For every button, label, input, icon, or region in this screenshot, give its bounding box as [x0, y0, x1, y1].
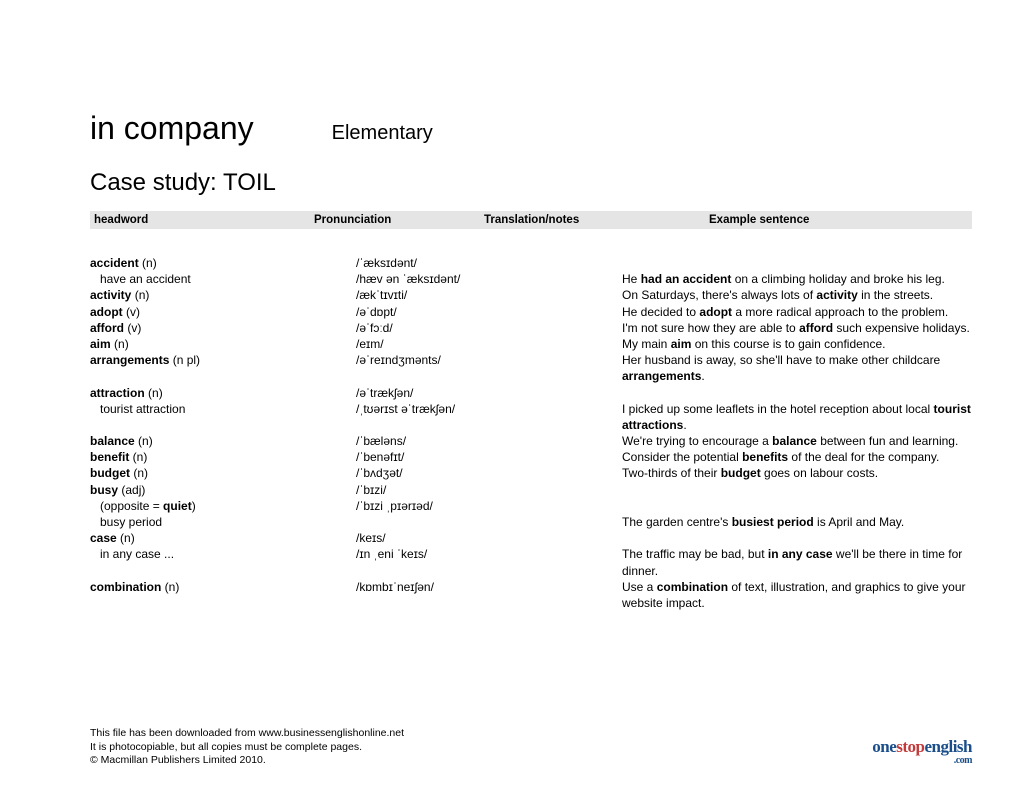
entry-row: arrangements (n pl)/əˈreɪndʒmənts/Her hu… — [90, 352, 972, 384]
headword-cell: afford (v) — [90, 320, 350, 336]
headword-cell: combination (n) — [90, 579, 350, 611]
pronunciation-cell: /kɒmbɪˈneɪʃən/ — [356, 579, 616, 611]
entry-row: accident (n) /ˈæksɪdənt/ — [90, 255, 972, 271]
logo-com: .com — [872, 755, 972, 766]
pronunciation-cell: /ˌtʊərɪst əˈtrækʃən/ — [356, 401, 616, 433]
example-cell — [622, 385, 972, 401]
pronunciation-cell: /hæv ən ˈæksɪdənt/ — [356, 271, 616, 287]
footer: This file has been downloaded from www.b… — [90, 727, 970, 768]
logo-one: one — [872, 737, 896, 756]
headword-cell: balance (n) — [90, 433, 350, 449]
pronunciation-cell: /ækˈtɪvɪti/ — [356, 287, 616, 303]
footer-line-1: This file has been downloaded from www.b… — [90, 727, 970, 741]
example-cell: Two-thirds of their budget goes on labou… — [622, 465, 972, 481]
headword-cell: have an accident — [90, 271, 350, 287]
example-cell: On Saturdays, there's always lots of act… — [622, 287, 972, 303]
example-cell: The garden centre's busiest period is Ap… — [622, 514, 972, 530]
entry-row: busy (adj) /ˈbɪzi/ — [90, 482, 972, 498]
example-cell: He had an accident on a climbing holiday… — [622, 271, 972, 287]
pronunciation-cell: /əˈtrækʃən/ — [356, 385, 616, 401]
entry-row: have an accident/hæv ən ˈæksɪdənt/He had… — [90, 271, 972, 287]
entry-row: benefit (n) /ˈbenəfɪt/Consider the potent… — [90, 449, 972, 465]
example-cell: Use a combination of text, illustration,… — [622, 579, 972, 611]
example-cell — [622, 530, 972, 546]
footer-line-2: It is photocopiable, but all copies must… — [90, 741, 970, 755]
col-pronunciation: Pronunciation — [314, 214, 484, 226]
pronunciation-cell: /əˈdɒpt/ — [356, 304, 616, 320]
headword-cell: tourist attraction — [90, 401, 350, 433]
example-cell: We're trying to encourage a balance betw… — [622, 433, 972, 449]
entry-row: afford (v) /əˈfɔːd/I'm not sure how they … — [90, 320, 972, 336]
headword-cell: benefit (n) — [90, 449, 350, 465]
logo-stop: stop — [896, 737, 924, 756]
headword-cell: arrangements (n pl) — [90, 352, 350, 384]
pronunciation-cell — [356, 514, 616, 530]
pronunciation-cell: /ˈbenəfɪt/ — [356, 449, 616, 465]
example-cell: He decided to adopt a more radical appro… — [622, 304, 972, 320]
headword-cell: (opposite = quiet) — [90, 498, 350, 514]
pronunciation-cell: /ɪn ˌeni ˈkeɪs/ — [356, 546, 616, 578]
example-cell — [622, 498, 972, 514]
subtitle: Case study: TOIL — [90, 169, 972, 197]
pronunciation-cell: /əˈreɪndʒmənts/ — [356, 352, 616, 384]
col-translation: Translation/notes — [484, 214, 709, 226]
headword-cell: busy (adj) — [90, 482, 350, 498]
col-example: Example sentence — [709, 214, 968, 226]
headword-cell: aim (n) — [90, 336, 350, 352]
title-main: in company — [90, 110, 254, 147]
entry-row: adopt (v) /əˈdɒpt/He decided to adopt a m… — [90, 304, 972, 320]
entry-row: (opposite = quiet) /ˈbɪzi ˌpɪərɪəd/ — [90, 498, 972, 514]
column-headers: headword Pronunciation Translation/notes… — [90, 211, 972, 229]
entry-row: activity (n) /ækˈtɪvɪti/On Saturdays, the… — [90, 287, 972, 303]
entry-row: tourist attraction/ˌtʊərɪst əˈtrækʃən/I … — [90, 401, 972, 433]
headword-cell: activity (n) — [90, 287, 350, 303]
pronunciation-cell: /eɪm/ — [356, 336, 616, 352]
example-cell: I'm not sure how they are able to afford… — [622, 320, 972, 336]
footer-line-3: © Macmillan Publishers Limited 2010. — [90, 754, 970, 768]
pronunciation-cell: /ˈbɪzi/ — [356, 482, 616, 498]
pronunciation-cell: /keɪs/ — [356, 530, 616, 546]
headword-cell: in any case ... — [90, 546, 350, 578]
example-cell: Consider the potential benefits of the d… — [622, 449, 972, 465]
logo: onestopenglish .com — [872, 737, 972, 766]
entries-list: accident (n)/ˈæksɪdənt/have an accident/… — [90, 255, 972, 611]
entry-row: combination (n)/kɒmbɪˈneɪʃən/Use a combi… — [90, 579, 972, 611]
example-cell: The traffic may be bad, but in any case … — [622, 546, 972, 578]
example-cell: My main aim on this course is to gain co… — [622, 336, 972, 352]
example-cell — [622, 255, 972, 271]
entry-row: budget (n) /ˈbʌdʒət/Two-thirds of their b… — [90, 465, 972, 481]
title-row: in company Elementary — [90, 110, 972, 147]
headword-cell: busy period — [90, 514, 350, 530]
pronunciation-cell: /ˈbɪzi ˌpɪərɪəd/ — [356, 498, 616, 514]
headword-cell: attraction (n) — [90, 385, 350, 401]
pronunciation-cell: /ˈbʌdʒət/ — [356, 465, 616, 481]
entry-row: aim (n) /eɪm/My main aim on this course i… — [90, 336, 972, 352]
entry-row: in any case .../ɪn ˌeni ˈkeɪs/The traffi… — [90, 546, 972, 578]
pronunciation-cell: /ˈæksɪdənt/ — [356, 255, 616, 271]
headword-cell: case (n) — [90, 530, 350, 546]
pronunciation-cell: /əˈfɔːd/ — [356, 320, 616, 336]
entry-row: case (n) /keɪs/ — [90, 530, 972, 546]
headword-cell: adopt (v) — [90, 304, 350, 320]
entry-row: busy period The garden centre's busiest p… — [90, 514, 972, 530]
pronunciation-cell: /ˈbæləns/ — [356, 433, 616, 449]
title-level: Elementary — [332, 122, 433, 145]
headword-cell: accident (n) — [90, 255, 350, 271]
example-cell — [622, 482, 972, 498]
col-headword: headword — [94, 214, 314, 226]
example-cell: I picked up some leaflets in the hotel r… — [622, 401, 972, 433]
entry-row: balance (n) /ˈbæləns/We're trying to enco… — [90, 433, 972, 449]
headword-cell: budget (n) — [90, 465, 350, 481]
logo-english: english — [924, 737, 972, 756]
example-cell: Her husband is away, so she'll have to m… — [622, 352, 972, 384]
entry-row: attraction (n) /əˈtrækʃən/ — [90, 385, 972, 401]
